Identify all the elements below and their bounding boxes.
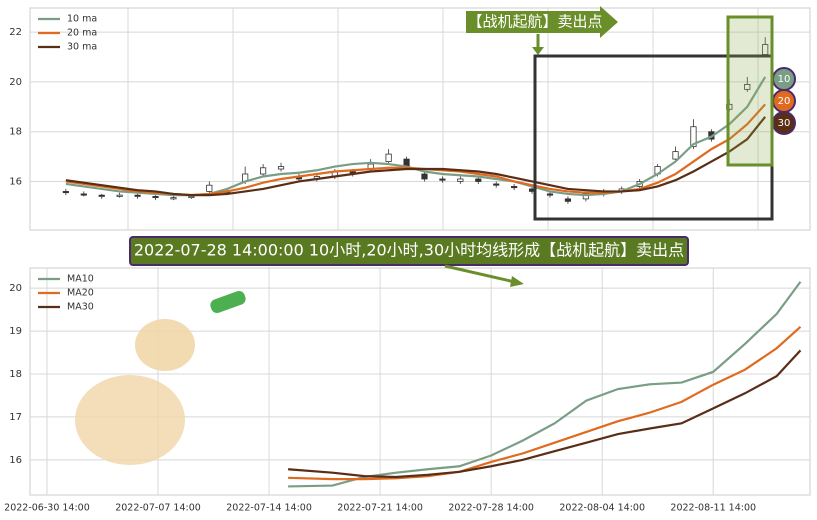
y-tick-label: 16	[9, 176, 22, 187]
y-tick-label: 20	[9, 283, 22, 294]
caption-box	[129, 236, 689, 266]
candle-body	[421, 173, 428, 180]
x-tick-label: 2022-07-21 14:00	[337, 503, 423, 514]
legend-label: 20 ma	[67, 28, 97, 39]
candle-body	[80, 193, 87, 196]
candle-body	[170, 197, 177, 200]
signal-label: 【战机起航】卖出点	[467, 13, 602, 31]
banner-arrow	[466, 6, 618, 38]
legend-label: MA20	[67, 288, 94, 299]
candle-body	[439, 178, 446, 181]
candle-body	[188, 196, 195, 199]
caption: 2022-07-28 14:00:00 10小时,20小时,30小时均线形成【战…	[134, 241, 684, 260]
y-tick-label: 16	[9, 455, 22, 466]
candle-body	[206, 184, 213, 192]
y-tick-label: 18	[9, 127, 22, 138]
candle-body	[62, 191, 69, 194]
y-tick-label: 17	[9, 412, 22, 423]
candle-body	[475, 178, 482, 182]
legend-label: 10 ma	[67, 14, 97, 25]
candle-body	[385, 153, 392, 162]
end-badge-label: 20	[778, 96, 791, 107]
candle-body	[152, 196, 159, 199]
y-tick-label: 22	[9, 27, 22, 38]
legend-label: 30 ma	[67, 42, 97, 53]
candle-body	[564, 198, 572, 202]
top-plot-area	[29, 7, 811, 231]
end-badge-label: 10	[778, 74, 791, 85]
candle-body	[457, 178, 464, 182]
candle-body	[672, 151, 679, 160]
x-tick-label: 2022-07-07 14:00	[115, 503, 201, 514]
ma-line	[65, 116, 767, 197]
candle-body	[116, 194, 123, 197]
candle-body	[493, 183, 500, 186]
x-tick-label: 2022-08-11 14:00	[670, 503, 756, 514]
y-tick-label: 19	[9, 326, 22, 337]
candle-body	[260, 167, 267, 175]
x-tick-label: 2022-07-14 14:00	[226, 503, 312, 514]
x-tick-label: 2022-08-04 14:00	[559, 503, 645, 514]
end-badge-label: 30	[778, 118, 791, 129]
candle-body	[98, 194, 105, 197]
y-tick-label: 18	[9, 369, 22, 380]
signal-box	[726, 15, 774, 167]
x-tick-label: 2022-06-30 14:00	[4, 503, 90, 514]
candle-body	[582, 193, 589, 200]
legend-label: MA30	[67, 302, 94, 313]
pointer-head	[532, 47, 544, 55]
candle-body	[744, 84, 751, 90]
candle-body	[690, 126, 697, 148]
y-tick-label: 20	[9, 77, 22, 88]
ma-line	[288, 281, 802, 488]
caption-arrow	[444, 264, 516, 284]
candle-body	[277, 166, 285, 170]
candle-body	[134, 194, 141, 197]
x-tick-label: 2022-07-28 14:00	[448, 503, 534, 514]
caption-arrow-head	[510, 276, 524, 287]
candle-body	[546, 193, 554, 196]
legend-label: MA10	[67, 274, 94, 285]
ma-line	[288, 349, 802, 479]
candle-body	[511, 186, 518, 189]
ma-line	[288, 325, 802, 481]
dog-illustration	[75, 290, 246, 465]
